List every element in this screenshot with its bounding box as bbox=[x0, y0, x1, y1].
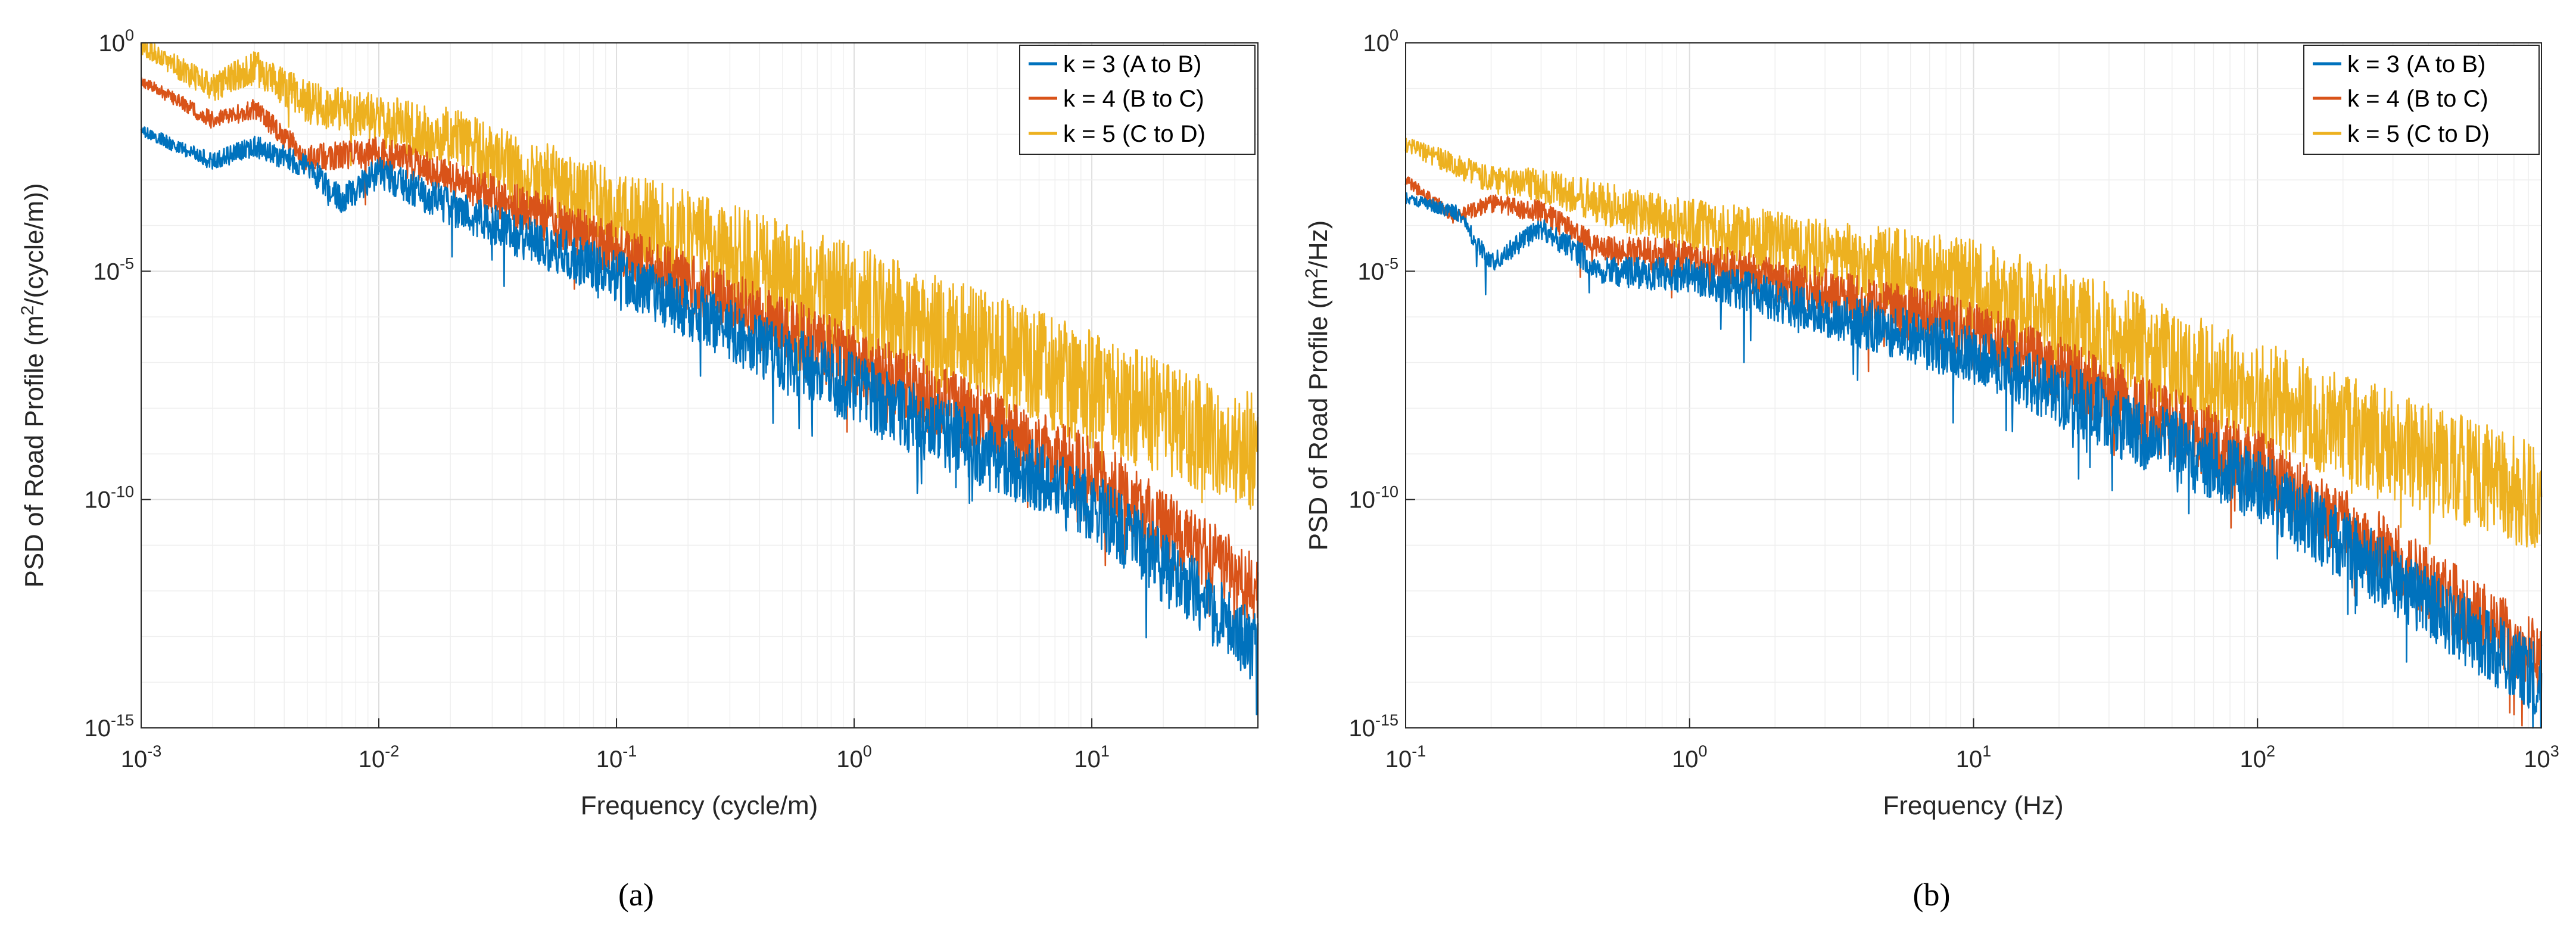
panel-b-y-axis-label: PSD of Road Profile (m2/Hz) bbox=[1302, 220, 1333, 551]
panel-a-x-axis-label: Frequency (cycle/m) bbox=[581, 791, 818, 820]
y-tick-label: 100 bbox=[1363, 26, 1398, 57]
panel-b-legend: k = 3 (A to B) k = 4 (B to C) k = 5 (C t… bbox=[2303, 45, 2540, 155]
y-tick-label: 10-5 bbox=[1357, 254, 1398, 285]
panel-b-chart: 10-1 100 101 102 103 100 10-5 10-10 10-15 Freque… bbox=[1302, 26, 2559, 820]
panel-a-chart: 10-3 10-2 10-1 100 101 100 10-5 10-10 10-15 Freq… bbox=[18, 26, 1259, 820]
panel-a-legend-box bbox=[1019, 45, 1256, 155]
series-line-k3 bbox=[140, 126, 1259, 715]
panel-b-legend-label-k4: k = 4 (B to C) bbox=[2347, 86, 2488, 112]
panel-a-y-axis-label: PSD of Road Profile (m2/(cycle/m)) bbox=[18, 183, 49, 587]
y-tick-label: 100 bbox=[98, 26, 134, 57]
panel-a-legend-label-k3: k = 3 (A to B) bbox=[1063, 51, 1201, 77]
panel-b-x-axis-label: Frequency (Hz) bbox=[1883, 791, 2063, 820]
y-tick-label: 10-15 bbox=[1348, 711, 1398, 742]
panel-b-legend-label-k3: k = 3 (A to B) bbox=[2347, 51, 2485, 77]
panel-a-legend-label-k5: k = 5 (C to D) bbox=[1063, 121, 1206, 147]
x-tick-label: 10-2 bbox=[359, 742, 400, 773]
x-tick-label: 102 bbox=[2239, 742, 2275, 773]
y-tick-label: 10-10 bbox=[1348, 483, 1398, 513]
caption-a: (a) bbox=[618, 877, 654, 913]
x-tick-label: 10-1 bbox=[596, 742, 637, 773]
panel-a-ticks: 10-3 10-2 10-1 100 101 100 10-5 10-10 10-15 bbox=[84, 26, 1109, 773]
panel-a-legend-label-k4: k = 4 (B to C) bbox=[1063, 86, 1204, 112]
panel-b-series bbox=[1404, 138, 2543, 729]
x-tick-label: 101 bbox=[1956, 742, 1992, 773]
panel-a-series bbox=[140, 42, 1259, 715]
series-line-k3 bbox=[1405, 192, 2543, 729]
x-tick-label: 10-1 bbox=[1385, 742, 1426, 773]
caption-b: (b) bbox=[1913, 877, 1951, 913]
y-tick-label: 10-15 bbox=[84, 711, 134, 742]
y-tick-label: 10-5 bbox=[93, 254, 134, 285]
x-tick-label: 100 bbox=[836, 742, 872, 773]
panel-a-axes-box bbox=[141, 42, 1259, 728]
series-line-k5 bbox=[1404, 138, 2543, 548]
x-tick-label: 101 bbox=[1074, 742, 1110, 773]
x-tick-label: 10-3 bbox=[121, 742, 162, 773]
panel-b-legend-box bbox=[2303, 45, 2540, 155]
x-tick-label: 103 bbox=[2524, 742, 2559, 773]
panel-b-ticks: 10-1 100 101 102 103 100 10-5 10-10 10-15 bbox=[1348, 26, 2559, 773]
panel-a-legend: k = 3 (A to B) k = 4 (B to C) k = 5 (C t… bbox=[1019, 45, 1256, 155]
x-tick-label: 100 bbox=[1672, 742, 1708, 773]
series-line-k5 bbox=[140, 42, 1259, 510]
panel-b-legend-label-k5: k = 5 (C to D) bbox=[2347, 121, 2490, 147]
y-tick-label: 10-10 bbox=[84, 483, 134, 513]
